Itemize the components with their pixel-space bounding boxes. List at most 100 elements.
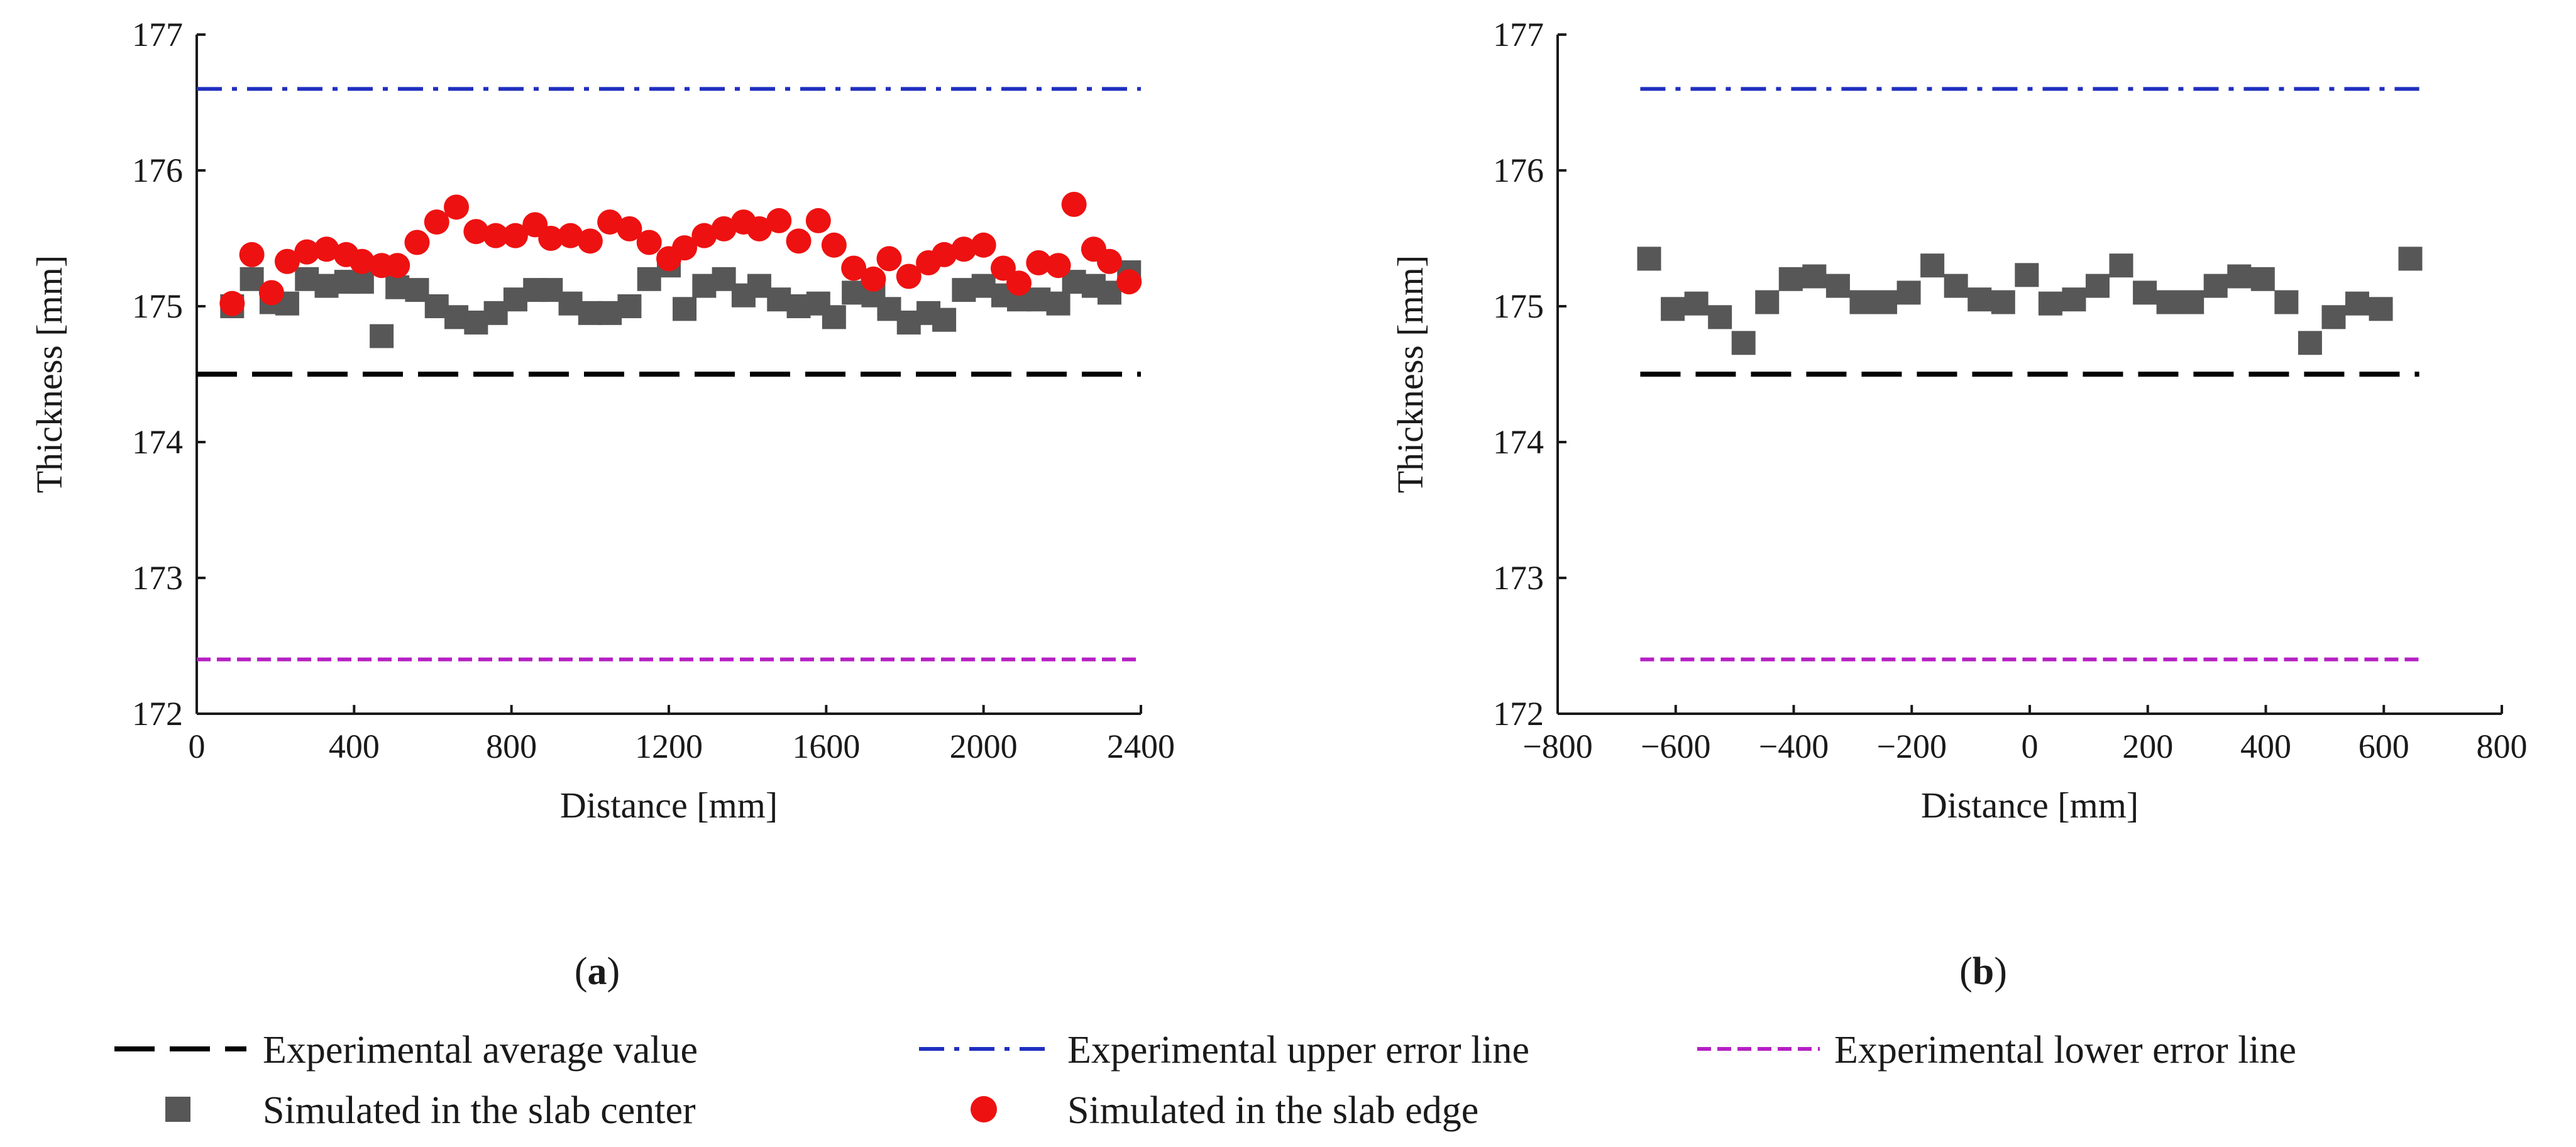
center-point — [1708, 305, 1732, 330]
edge-point — [424, 209, 449, 235]
edge-point — [990, 255, 1016, 281]
y-tick-label: 175 — [132, 287, 183, 325]
edge-point — [971, 232, 996, 258]
x-tick-label: −600 — [1641, 728, 1710, 765]
edge-point — [219, 291, 245, 316]
panel-a-chart: 0 400 800 1200 1600 2000 2400 172 173 174 175 176 17… — [29, 16, 1175, 826]
center-point — [2274, 290, 2299, 314]
edge-point — [1045, 253, 1071, 279]
edge-point — [349, 248, 375, 274]
center-point — [1825, 274, 1850, 298]
edge-point — [1026, 250, 1052, 275]
edge-point — [385, 253, 410, 279]
y-tick-label: 173 — [1493, 559, 1544, 597]
edge-point — [258, 280, 284, 306]
panel-b-chart: −800 −600 −400 −200 0 200 400 600 800 172 173 174 17… — [1390, 16, 2528, 826]
edge-point — [1116, 269, 1142, 295]
edge-point — [314, 236, 339, 262]
center-point — [2038, 291, 2062, 316]
x-tick-label: −800 — [1522, 728, 1592, 765]
edge-point — [861, 266, 886, 292]
center-point — [1920, 253, 1945, 278]
edge-point — [294, 239, 320, 265]
center-point — [2085, 274, 2110, 298]
edge-point — [896, 263, 922, 289]
legend-center-label: Simulated in the slab center — [263, 1089, 696, 1132]
center-point — [2203, 274, 2228, 298]
y-tick-label: 174 — [1493, 423, 1544, 461]
center-point — [2015, 263, 2039, 287]
y-tick-label: 172 — [1493, 695, 1544, 733]
x-tick-label: 1600 — [792, 728, 860, 765]
center-point — [2227, 264, 2252, 289]
edge-point — [876, 246, 902, 272]
edge-point — [805, 208, 831, 233]
center-point — [1755, 290, 1780, 314]
x-tick-label: 600 — [2359, 728, 2409, 765]
edge-point — [786, 228, 812, 254]
x-tick-label: 800 — [486, 728, 537, 765]
center-point — [239, 267, 264, 291]
legend-avg-label: Experimental average value — [263, 1029, 698, 1072]
center-point — [1802, 264, 1827, 289]
panel-a-label: (a) — [575, 950, 620, 993]
y-tick-label: 173 — [132, 559, 183, 597]
edge-point — [444, 194, 470, 220]
y-tick-label: 176 — [1493, 152, 1544, 189]
y-tick-label: 177 — [1493, 16, 1544, 53]
edge-point — [746, 216, 772, 241]
x-tick-label: 2400 — [1107, 728, 1175, 765]
center-point — [370, 324, 394, 348]
edge-point — [239, 241, 265, 267]
edge-point — [672, 235, 698, 261]
y-tick-label: 177 — [132, 16, 183, 53]
center-point — [2156, 290, 2181, 314]
y-tick-label: 172 — [132, 695, 183, 733]
x-axis-title: Distance [mm] — [1921, 785, 2138, 826]
center-point — [1637, 247, 1661, 271]
y-axis-title: Thickness [mm] — [1390, 255, 1431, 494]
x-tick-label: 1200 — [635, 728, 703, 765]
center-point — [1968, 287, 1992, 312]
center-point — [1046, 291, 1071, 316]
center-point — [1661, 297, 1685, 321]
center-point — [2398, 247, 2423, 271]
x-tick-label: 400 — [2240, 728, 2291, 765]
edge-point — [558, 223, 583, 248]
x-tick-label: 2000 — [950, 728, 1018, 765]
legend: Experimental average value Experimental … — [114, 1029, 2296, 1132]
center-point — [1731, 331, 1756, 355]
x-tick-label: 400 — [329, 728, 380, 765]
center-point — [1684, 291, 1709, 316]
edge-point — [841, 255, 867, 281]
edge-point — [691, 223, 717, 248]
center-point — [2250, 267, 2275, 291]
center-point — [2109, 253, 2133, 278]
center-point — [2369, 297, 2393, 321]
edge-point — [1006, 270, 1032, 296]
edge-point — [597, 209, 623, 235]
edge-point — [951, 236, 977, 262]
x-tick-label: −200 — [1877, 728, 1947, 765]
center-point — [2298, 331, 2322, 355]
center-point — [2345, 291, 2370, 316]
edge-point — [577, 228, 603, 254]
edge-point — [502, 223, 528, 248]
edge-point — [463, 219, 489, 245]
center-point — [1896, 280, 1921, 305]
edge-point — [636, 230, 662, 255]
edge-point — [1061, 192, 1087, 217]
center-point — [1991, 290, 2015, 314]
center-point — [2062, 287, 2086, 312]
legend-edge-label: Simulated in the slab edge — [1067, 1089, 1478, 1132]
legend-center-marker — [165, 1097, 190, 1122]
center-point — [673, 297, 697, 321]
y-tick-label: 175 — [1493, 287, 1544, 325]
edge-point — [821, 232, 847, 258]
center-point — [1944, 274, 1968, 298]
center-point — [1873, 290, 1898, 314]
center-point — [2133, 280, 2157, 305]
center-point — [1849, 290, 1874, 314]
center-point — [932, 308, 957, 332]
center-point — [2180, 290, 2204, 314]
